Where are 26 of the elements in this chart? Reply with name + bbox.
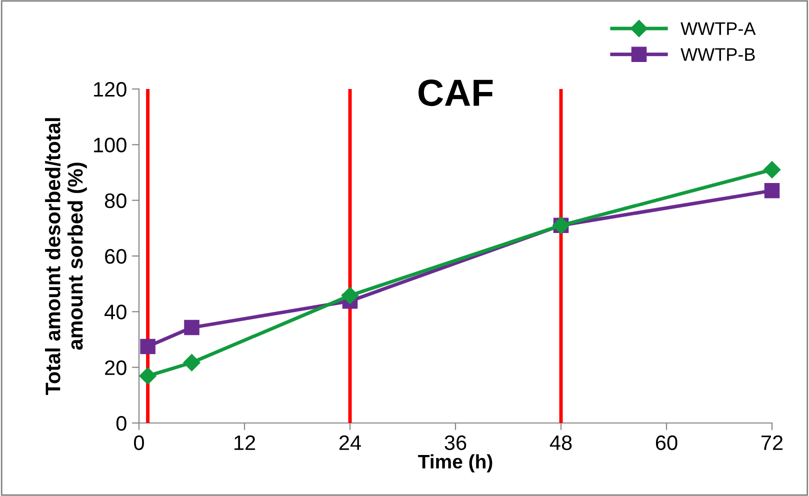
y-tick-label: 60 [105, 249, 126, 264]
y-tick-label: 40 [104, 304, 126, 320]
chart-title: CAF [418, 80, 493, 106]
point [183, 354, 200, 372]
point [139, 367, 156, 385]
legend-label: WWTP-B [680, 48, 755, 61]
point [341, 286, 359, 304]
point [184, 320, 200, 336]
legend-label: WWTP-A [680, 22, 756, 35]
x-tick-label: 72 [761, 435, 783, 450]
x-tick-label: 36 [444, 435, 466, 450]
point [763, 161, 781, 178]
y-tick-label: 100 [94, 138, 126, 152]
point [140, 338, 156, 354]
x-tick-label: 48 [550, 435, 572, 450]
y-axis-title: Total amount desorbed/total amount sorbed (%) [45, 118, 87, 396]
y-tick-label: 20 [105, 360, 126, 376]
x-tick-label: 12 [234, 435, 256, 450]
y-tick-label: 0 [116, 416, 126, 431]
x-tick-label: 24 [339, 435, 361, 450]
y-tick-label: 120 [94, 82, 126, 97]
x-axis-title: Time (h) [418, 454, 492, 472]
y-tick-label: 80 [104, 193, 126, 208]
x-tick-label: 0 [134, 435, 144, 450]
point [764, 182, 780, 198]
x-tick-label: 60 [656, 435, 678, 450]
